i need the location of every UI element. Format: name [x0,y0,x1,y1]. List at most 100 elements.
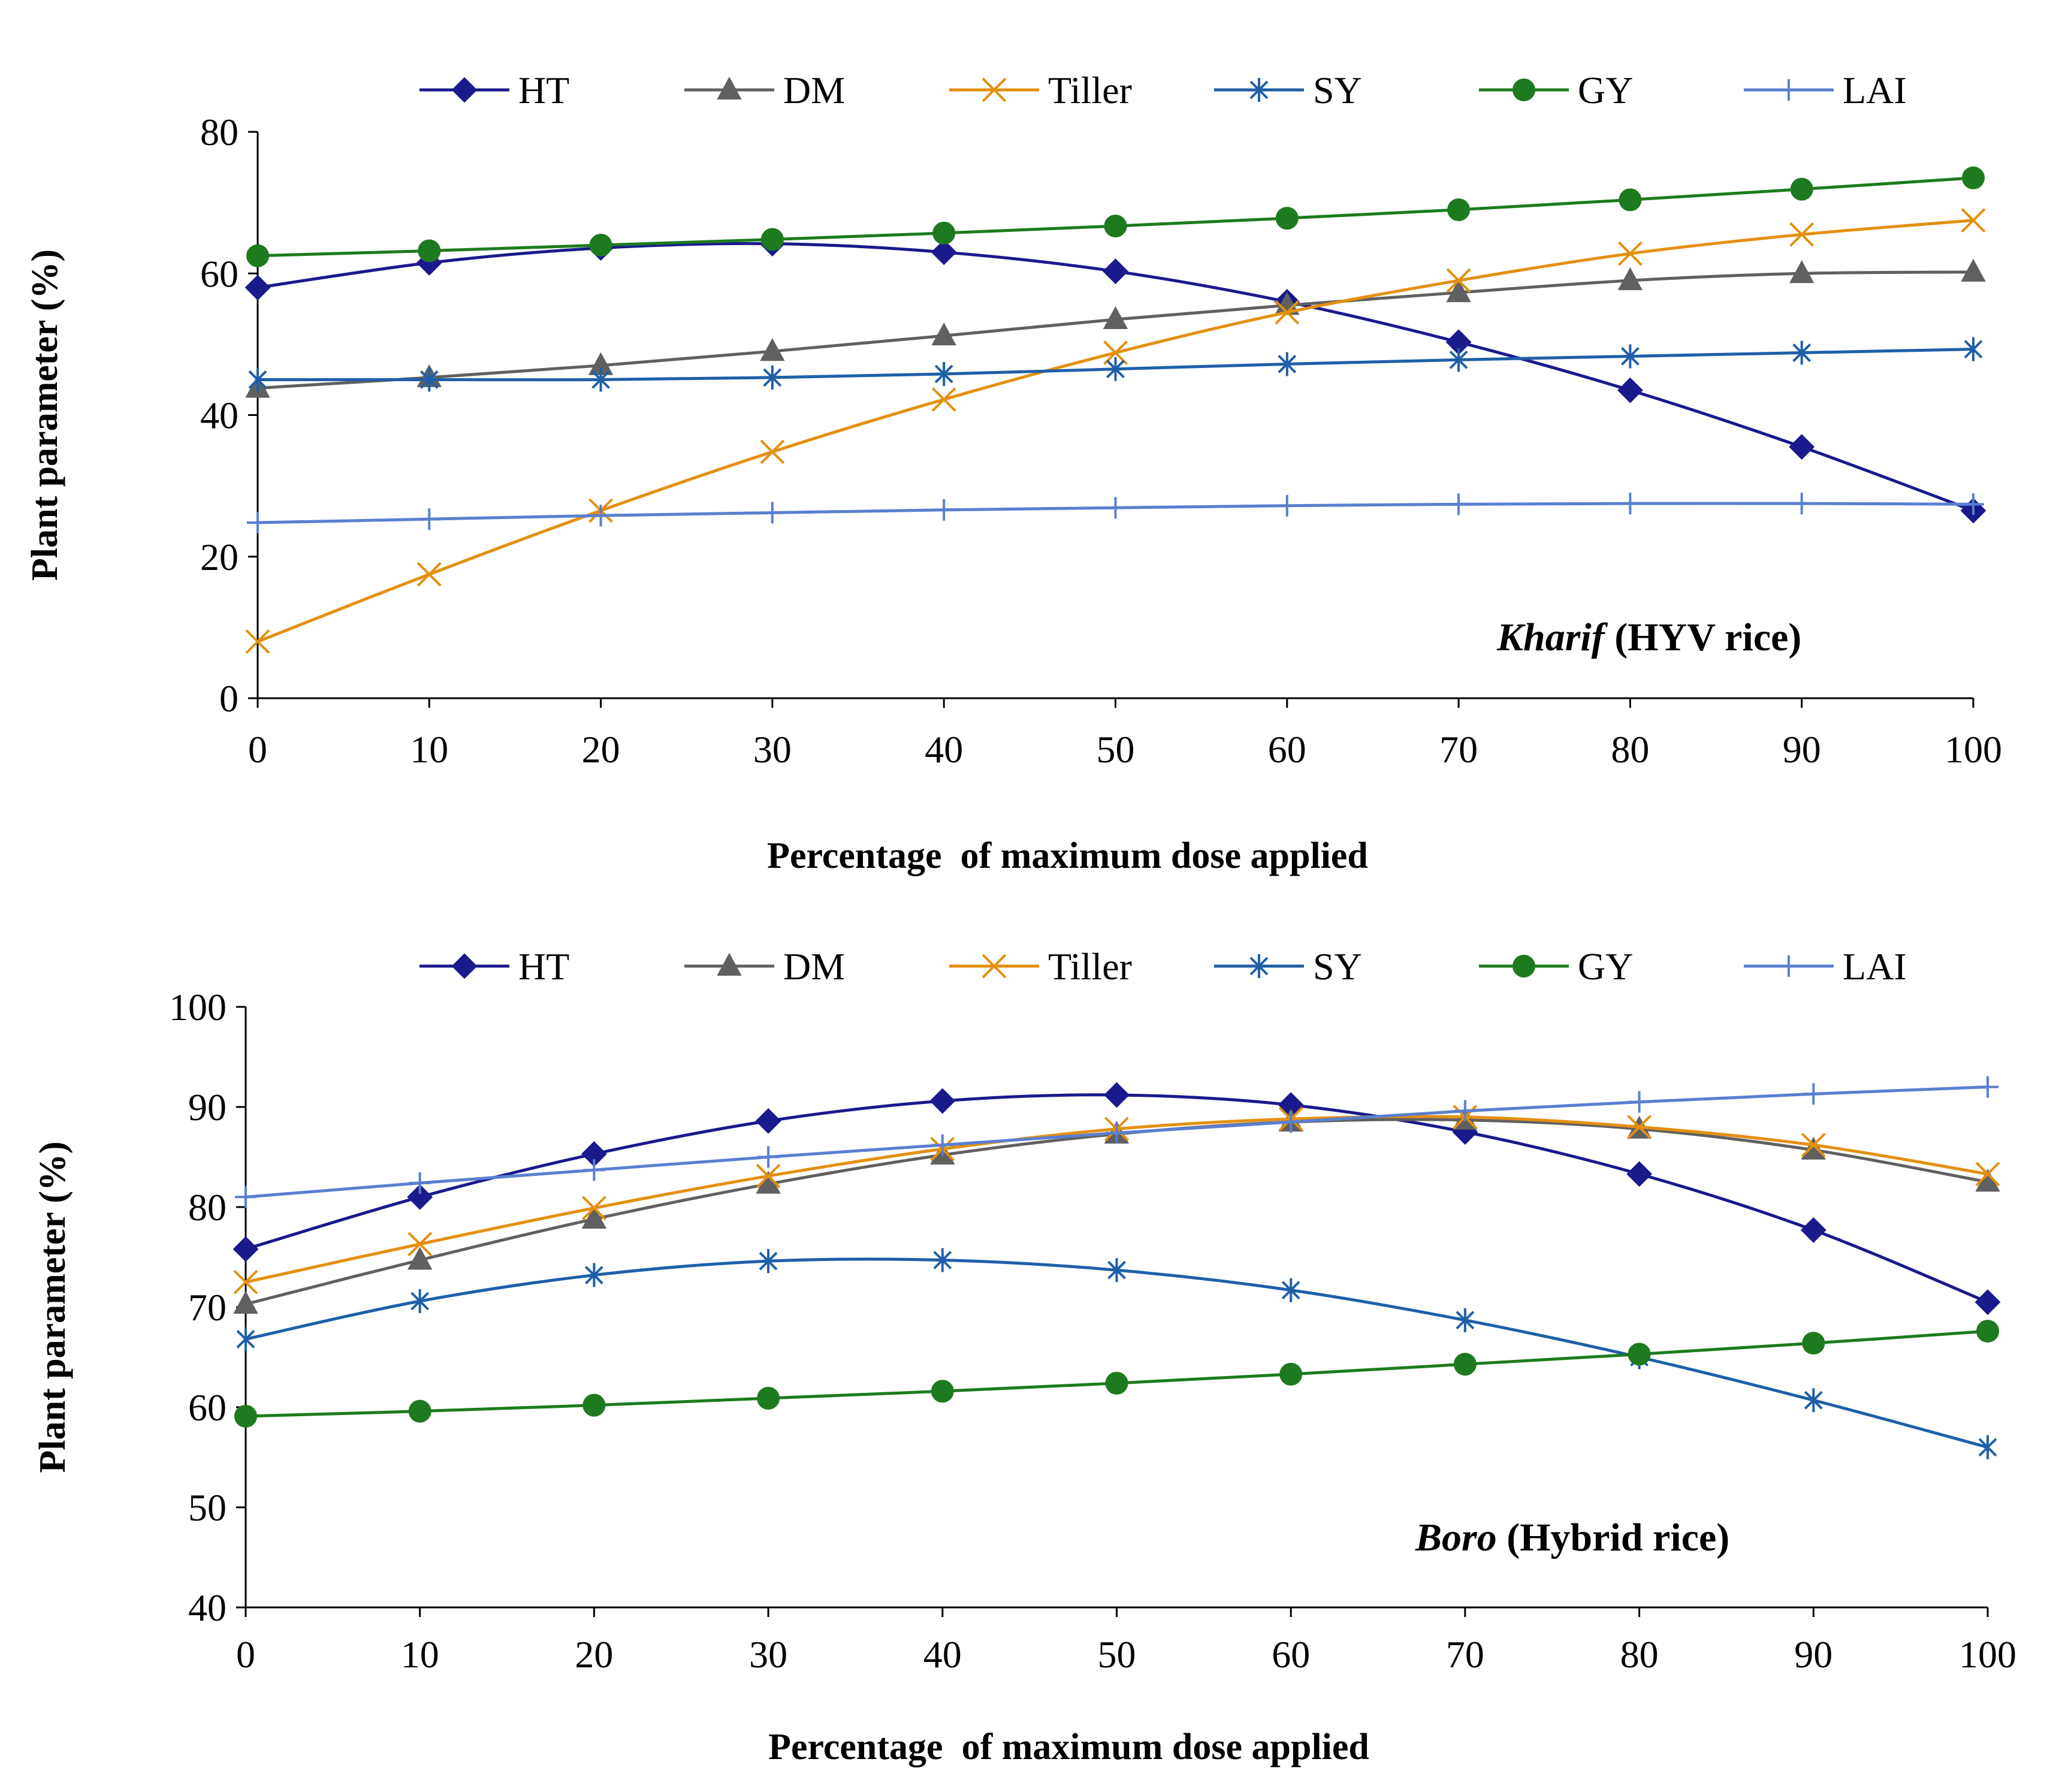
data-point-lai [757,1146,780,1168]
y-axis-title: Plant parameter (%) [32,1141,73,1473]
data-point-sy [1106,357,1125,381]
legend: HT DM Tiller SY GY LAI [419,945,1907,988]
annotation-season: Kharif [1496,616,1608,659]
legend-label: GY [1578,69,1633,111]
x-tick-label: 80 [1620,1633,1659,1676]
x-tick-label: 20 [575,1633,613,1676]
y-tick-label: 40 [188,1586,227,1629]
x-tick-label: 100 [1959,1633,2016,1676]
data-point-sy [1620,344,1640,369]
data-point-gy [1105,1371,1128,1395]
legend-label: Tiller [1048,945,1132,988]
data-point-sy [591,367,611,392]
legend-item-sy: SY [1214,69,1362,111]
data-point-ht [929,1088,956,1114]
legend-label: SY [1313,69,1362,111]
data-point-dm [581,1205,607,1229]
x-tick-label: 60 [1268,728,1306,771]
y-tick-label: 60 [188,1386,227,1429]
legend-marker-gy [1512,79,1535,101]
legend-item-lai: LAI [1744,945,1907,988]
y-tick-label: 40 [200,394,238,437]
data-point-lai [1276,494,1298,517]
data-point-lai [1619,493,1641,515]
legend-label: DM [783,69,845,111]
y-tick-label: 70 [188,1286,227,1329]
data-point-tiller [1801,1133,1826,1157]
legend-marker-sy [1249,78,1269,102]
data-point-gy [246,244,269,267]
legend-label: Tiller [1048,69,1132,111]
data-point-lai [418,508,440,530]
data-point-ht [1103,258,1128,285]
data-point-dm [1103,306,1128,330]
x-tick-label: 10 [410,728,448,771]
x-tick-label: 0 [248,728,267,771]
data-point-gy [1104,215,1127,238]
data-point-dm [1617,267,1643,291]
legend-item-ht: HT [419,69,569,111]
data-point-sy [1107,1258,1126,1283]
legend-marker-gy [1512,955,1535,978]
data-point-gy [582,1393,606,1417]
legend: HT DM Tiller SY GY LAI [419,69,1907,111]
data-point-tiller [416,562,442,587]
legend-item-gy: GY [1479,945,1633,988]
data-point-tiller [1627,1114,1652,1139]
data-point-sy [1964,337,1983,361]
x-tick-label: 100 [1945,728,2002,771]
data-point-ht [1617,377,1643,403]
data-point-lai [931,1134,953,1156]
data-point-lai [590,505,612,527]
data-point-sy [236,1327,255,1351]
data-point-tiller [1789,222,1815,247]
data-point-sy [1804,1388,1823,1413]
data-point-ht [1626,1161,1653,1187]
chart-annotation: Boro (Hybrid rice) [1415,1516,1729,1559]
series-lai [235,1076,1998,1208]
data-point-tiller [581,1196,606,1221]
data-point-ht [244,274,271,301]
x-tick-label: 70 [1439,728,1478,771]
legend-label: GY [1578,945,1633,988]
legend-label: DM [783,945,845,988]
data-point-lai [583,1159,605,1181]
data-point-dm [407,1247,433,1270]
data-point-tiller [245,629,270,654]
x-tick-label: 60 [1272,1633,1310,1676]
data-point-sy [933,1248,952,1272]
legend-marker-tiller [982,77,1007,102]
x-tick-label: 50 [1097,728,1135,771]
data-point-gy [1447,198,1471,221]
data-point-tiller [1975,1162,2000,1187]
x-axis-title: Percentage of maximum dose applied [767,835,1368,876]
data-point-gy [1279,1362,1303,1386]
data-point-sy [763,365,782,390]
legend-marker-tiller [982,954,1007,979]
data-point-ht [233,1236,259,1262]
x-tick-label: 40 [925,728,963,771]
data-point-gy [234,1405,257,1428]
data-point-gy [1962,166,1985,189]
legend-marker-ht [451,77,478,103]
data-point-tiller [1961,208,1986,233]
y-tick-label: 90 [188,1086,227,1129]
data-point-tiller [233,1269,258,1295]
legend-marker-sy [1249,954,1269,978]
data-point-gy [757,1386,780,1410]
y-tick-label: 100 [169,986,227,1028]
legend-label: HT [518,945,569,988]
y-tick-label: 60 [200,252,238,295]
series-sy [248,337,1983,392]
data-point-dm [1801,1136,1826,1160]
legend-marker-dm [717,76,742,99]
y-tick-label: 80 [200,111,238,153]
legend-label: SY [1313,945,1362,988]
data-point-gy [1619,188,1642,212]
data-point-tiller [1446,268,1471,293]
annotation-variety: (HYV rice) [1605,616,1802,659]
y-tick-label: 20 [200,536,238,578]
data-point-ht [755,1108,781,1134]
